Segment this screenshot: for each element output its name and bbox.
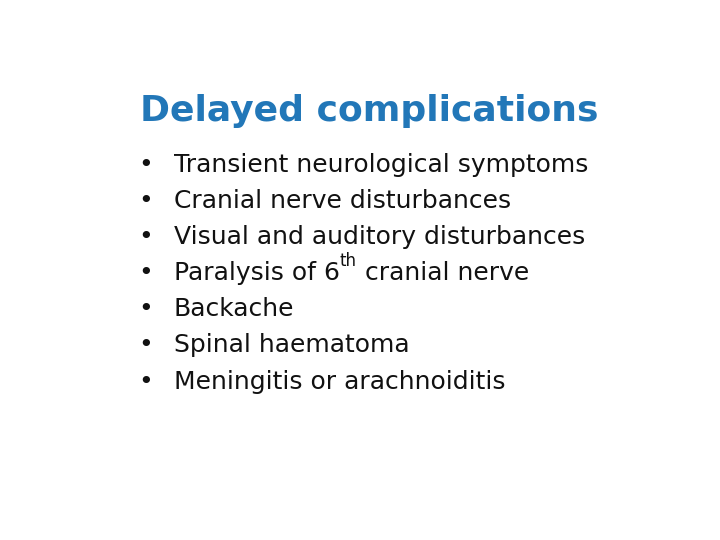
Text: •: •: [138, 334, 153, 357]
Text: cranial nerve: cranial nerve: [356, 261, 529, 285]
Text: Spinal haematoma: Spinal haematoma: [174, 334, 410, 357]
Text: th: th: [340, 253, 356, 271]
Text: •: •: [138, 298, 153, 321]
Text: Visual and auditory disturbances: Visual and auditory disturbances: [174, 225, 585, 249]
Text: Cranial nerve disturbances: Cranial nerve disturbances: [174, 189, 510, 213]
Text: •: •: [138, 261, 153, 285]
Text: Backache: Backache: [174, 298, 294, 321]
Text: •: •: [138, 189, 153, 213]
Text: Transient neurological symptoms: Transient neurological symptoms: [174, 153, 588, 177]
Text: •: •: [138, 153, 153, 177]
Text: •: •: [138, 225, 153, 249]
Text: Paralysis of 6: Paralysis of 6: [174, 261, 340, 285]
Text: Meningitis or arachnoiditis: Meningitis or arachnoiditis: [174, 370, 505, 394]
Text: •: •: [138, 370, 153, 394]
Text: Delayed complications: Delayed complications: [140, 94, 598, 128]
